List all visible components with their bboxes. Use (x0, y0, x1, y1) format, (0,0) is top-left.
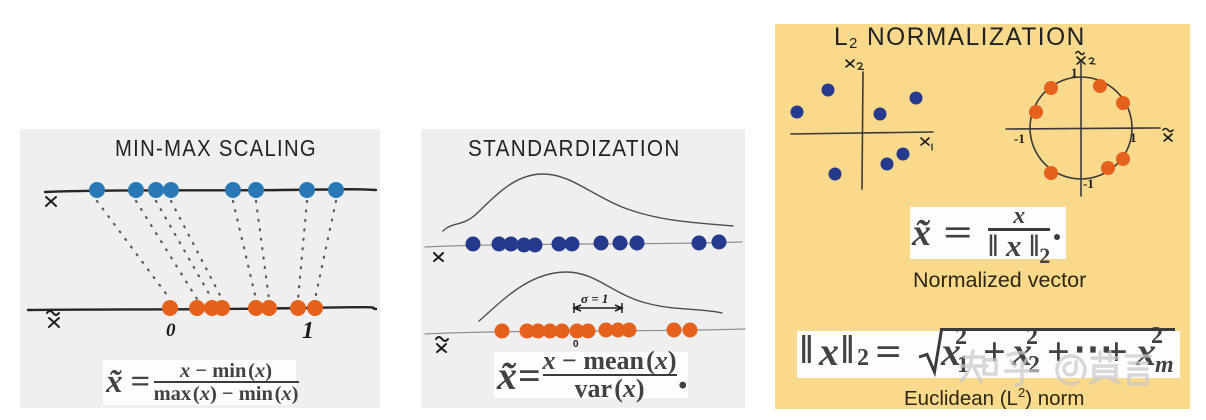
svg-text:0: 0 (166, 320, 176, 341)
svg-text:0: 0 (573, 339, 579, 350)
svg-text:-1: -1 (1083, 176, 1094, 191)
svg-text:1: 1 (1130, 130, 1137, 145)
svg-text:-1: -1 (1014, 131, 1025, 146)
svg-text:1: 1 (1071, 65, 1078, 80)
svg-text:1: 1 (302, 318, 314, 344)
svg-text:σ = 1: σ = 1 (581, 291, 608, 306)
